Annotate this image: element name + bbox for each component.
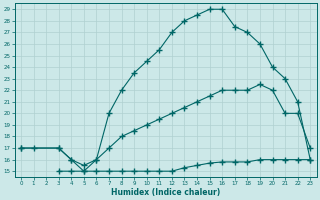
X-axis label: Humidex (Indice chaleur): Humidex (Indice chaleur) [111,188,220,197]
